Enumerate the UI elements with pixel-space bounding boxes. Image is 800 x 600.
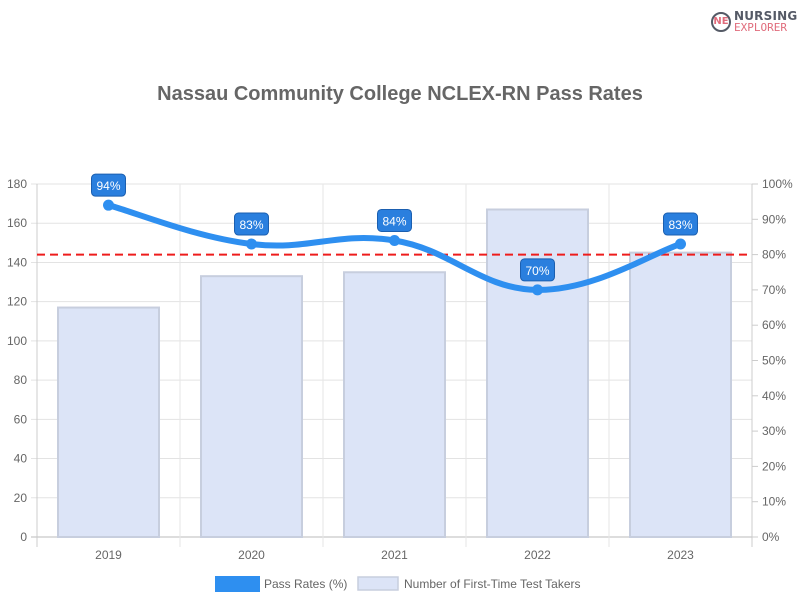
pass-rate-point-2023 [675, 238, 686, 250]
left-tick-label: 80 [14, 373, 28, 387]
legend-label-test-takers: Number of First-Time Test Takers [404, 577, 580, 591]
logo-line1: NURSING [734, 9, 798, 23]
left-tick-label: 0 [20, 530, 27, 544]
left-tick-label: 40 [14, 452, 28, 466]
right-tick-label: 80% [762, 248, 786, 262]
data-label: 84% [382, 214, 406, 228]
data-label: 83% [239, 218, 263, 232]
x-tick-label: 2019 [95, 548, 122, 562]
chart-title: Nassau Community College NCLEX-RN Pass R… [157, 83, 643, 105]
pass-rate-point-2019 [103, 199, 114, 211]
left-tick-label: 20 [14, 491, 28, 505]
x-tick-label: 2023 [667, 548, 694, 562]
right-tick-label: 0% [762, 530, 780, 544]
right-tick-label: 30% [762, 424, 786, 438]
right-tick-label: 60% [762, 318, 786, 332]
legend-swatch-test-takers [357, 576, 399, 591]
bar-test-takers-2020 [200, 275, 303, 538]
data-label-box [91, 173, 126, 197]
x-tick-label: 2022 [524, 548, 551, 562]
data-label: 83% [668, 218, 692, 232]
x-tick-label: 2021 [381, 548, 408, 562]
data-label-box [520, 258, 555, 282]
legend-swatch-pass-rates [215, 576, 260, 592]
nursing-explorer-logo: NE NURSING EXPLORER [710, 9, 798, 35]
right-tick-label: 20% [762, 459, 786, 473]
right-tick-label: 90% [762, 212, 786, 226]
logo-line2: EXPLORER [734, 21, 787, 34]
right-tick-label: 50% [762, 354, 786, 368]
data-label: 94% [96, 179, 120, 193]
data-label: 70% [525, 264, 549, 278]
pass-rate-point-2022 [532, 284, 543, 296]
right-tick-label: 10% [762, 495, 786, 509]
data-label-box [663, 212, 698, 236]
right-tick-label: 100% [762, 177, 793, 191]
bar-test-takers-2019 [57, 306, 160, 538]
right-tick-label: 40% [762, 389, 786, 403]
data-label-box [234, 212, 269, 236]
pass-rate-point-2021 [389, 234, 400, 246]
right-tick-label: 70% [762, 283, 786, 297]
data-label-box [377, 208, 412, 232]
left-tick-label: 160 [7, 216, 27, 230]
pass-rate-point-2020 [246, 238, 257, 250]
bar-test-takers-2023 [629, 251, 732, 538]
legend-label-pass-rates: Pass Rates (%) [264, 577, 347, 591]
logo-mark-icon: NE [711, 12, 731, 32]
left-tick-label: 100 [7, 334, 27, 348]
bar-test-takers-2021 [343, 271, 446, 538]
x-tick-label: 2020 [238, 548, 265, 562]
left-tick-label: 120 [7, 295, 27, 309]
left-tick-label: 180 [7, 177, 27, 191]
left-tick-label: 140 [7, 255, 27, 269]
left-tick-label: 60 [14, 412, 28, 426]
